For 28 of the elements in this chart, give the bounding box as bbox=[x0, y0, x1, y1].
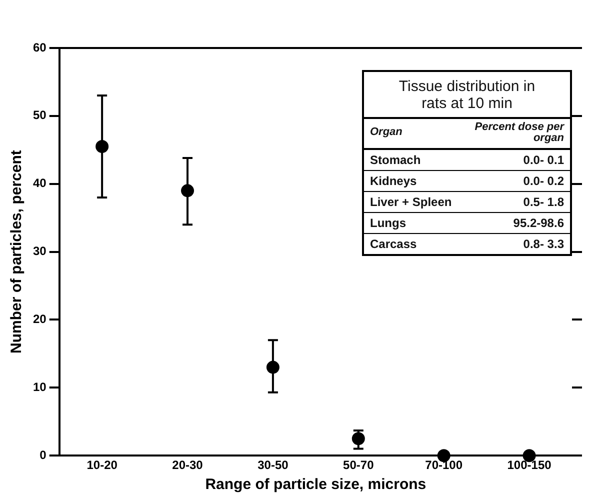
x-tick-label: 20-30 bbox=[172, 458, 204, 472]
annotation: Kidneys bbox=[364, 170, 458, 192]
y-tick-label: 50 bbox=[32, 108, 47, 122]
y-tick-label: 40 bbox=[32, 176, 47, 190]
x-axis-title: Range of particle size, microns bbox=[205, 476, 426, 494]
annotation: Stomach bbox=[364, 148, 458, 170]
x-tick-label: 10-20 bbox=[86, 458, 118, 472]
y-tick-label: 60 bbox=[32, 40, 47, 54]
y-axis-title: Number of particles, percent bbox=[8, 150, 26, 354]
annotation: Organ bbox=[364, 118, 458, 149]
annotation: Tissue distribution in rats at 10 min bbox=[364, 72, 570, 118]
annotation: Lungs bbox=[364, 212, 458, 234]
x-tick-label: 30-50 bbox=[258, 458, 289, 472]
annotation: 0.0- 0.1 bbox=[458, 148, 570, 170]
x-tick-label: 50-70 bbox=[343, 458, 374, 472]
annotation: Percent dose per organ bbox=[458, 118, 570, 149]
x-tick-label: 100-150 bbox=[507, 458, 552, 472]
annotation: 0.8- 3.3 bbox=[522, 236, 565, 253]
y-tick-label: 0 bbox=[40, 448, 47, 462]
annotation: 95.2-98.6 bbox=[458, 212, 570, 234]
annotation: Carcass bbox=[369, 236, 418, 253]
annotation: 0.5- 1.8 bbox=[458, 191, 570, 212]
y-tick-label: 10 bbox=[32, 380, 47, 394]
y-tick-label: 30 bbox=[32, 244, 47, 258]
y-tick-label: 20 bbox=[32, 312, 47, 326]
x-tick-label: 70-100 bbox=[425, 458, 463, 472]
annotation: 0.0- 0.2 bbox=[458, 170, 570, 192]
annotation: Liver + Spleen bbox=[364, 191, 458, 212]
